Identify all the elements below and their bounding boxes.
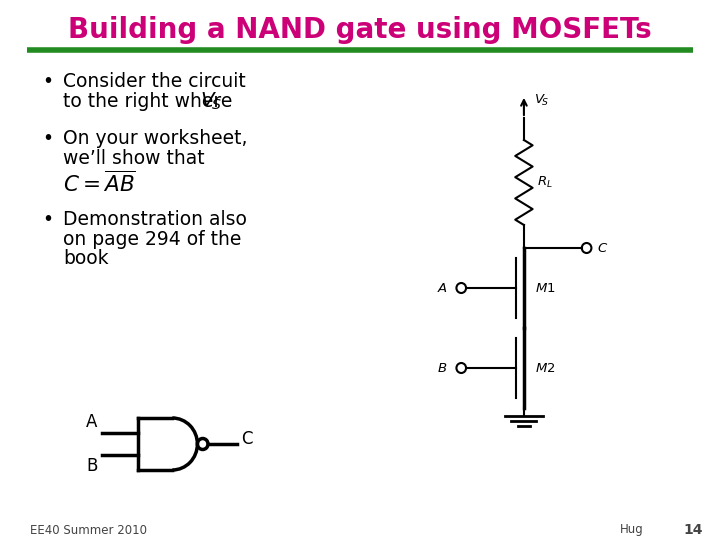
Text: to the right where: to the right where (63, 92, 238, 111)
Text: $\mathit{M1}$: $\mathit{M1}$ (536, 281, 556, 294)
Text: EE40 Summer 2010: EE40 Summer 2010 (30, 523, 147, 537)
Text: Building a NAND gate using MOSFETs: Building a NAND gate using MOSFETs (68, 16, 652, 44)
Text: •: • (42, 210, 53, 230)
Text: •: • (42, 129, 53, 148)
Text: C: C (240, 430, 252, 448)
Text: $\mathit{B}$: $\mathit{B}$ (438, 361, 448, 375)
Text: $\mathit{V}_{\!\mathit{S}}$: $\mathit{V}_{\!\mathit{S}}$ (534, 92, 549, 107)
Text: A: A (86, 413, 98, 430)
Text: $\mathit{R}_{L}$: $\mathit{R}_{L}$ (537, 174, 553, 190)
Text: B: B (86, 457, 98, 475)
Text: $\mathit{V}_{\!\mathit{S}}$: $\mathit{V}_{\!\mathit{S}}$ (200, 91, 222, 112)
Text: on page 294 of the: on page 294 of the (63, 230, 241, 249)
Text: $\mathit{A}$: $\mathit{A}$ (437, 281, 448, 294)
Text: On your worksheet,: On your worksheet, (63, 129, 248, 148)
Text: $\mathit{C}$: $\mathit{C}$ (597, 241, 608, 254)
Text: Demonstration also: Demonstration also (63, 210, 247, 230)
Text: $\mathit{M2}$: $\mathit{M2}$ (536, 361, 556, 375)
Text: $\mathit{C} = \overline{\mathit{A}\mathit{B}}$: $\mathit{C} = \overline{\mathit{A}\mathi… (63, 170, 136, 195)
Text: Consider the circuit: Consider the circuit (63, 72, 246, 91)
Text: we’ll show that: we’ll show that (63, 148, 204, 168)
Text: 14: 14 (683, 523, 703, 537)
Text: book: book (63, 249, 109, 268)
Text: •: • (42, 72, 53, 91)
Text: Hug: Hug (621, 523, 644, 537)
